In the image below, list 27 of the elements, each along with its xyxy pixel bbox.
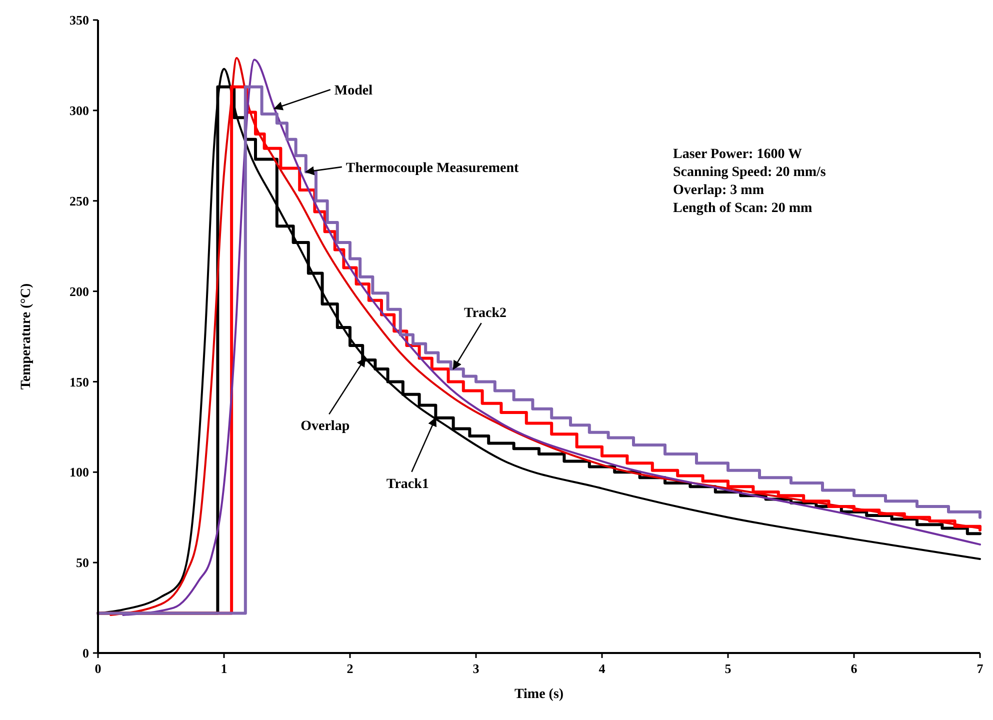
x-tick-label: 2 [346, 661, 354, 676]
x-tick-label: 1 [220, 661, 228, 676]
annotation: Length of Scan: 20 mm [673, 201, 813, 216]
y-axis-title: Temperature (°C) [19, 283, 34, 390]
x-tick-label: 4 [598, 661, 606, 676]
annotation: Scanning Speed: 20 mm/s [673, 165, 826, 180]
x-tick-label: 6 [850, 661, 858, 676]
annotation: Laser Power: 1600 W [673, 147, 802, 162]
y-tick-label: 250 [70, 193, 89, 208]
x-tick-label: 3 [472, 661, 480, 676]
y-tick-label: 300 [70, 102, 89, 118]
annotation: Overlap [300, 419, 350, 434]
x-axis-title: Time (s) [514, 687, 564, 702]
y-tick-label: 200 [70, 284, 89, 299]
y-tick-label: 100 [70, 464, 89, 480]
annotation: Track2 [464, 306, 507, 322]
y-tick-label: 0 [82, 646, 89, 661]
y-tick-label: 150 [70, 374, 89, 390]
x-tick-label: 7 [976, 661, 984, 676]
y-tick-label: 50 [76, 555, 89, 570]
x-tick-label: 0 [94, 661, 102, 676]
annotation: Model [334, 84, 373, 99]
annotation: Overlap: 3 mm [673, 183, 764, 198]
y-tick-label: 350 [70, 12, 89, 28]
annotation: Track1 [386, 476, 429, 492]
annotation: Thermocouple Measurement [346, 160, 520, 176]
x-tick-label: 5 [724, 661, 732, 676]
